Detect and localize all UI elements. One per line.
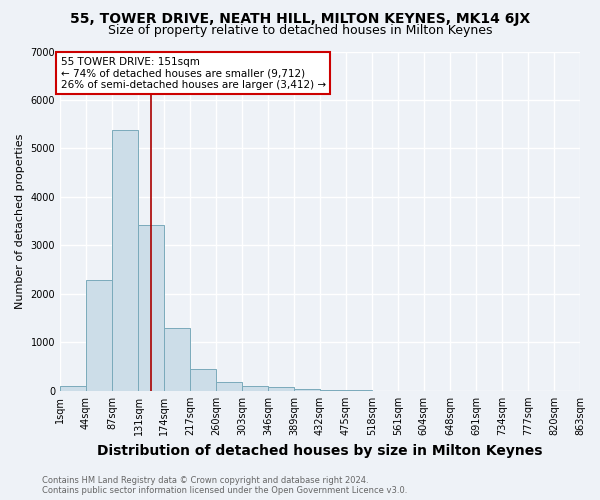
Y-axis label: Number of detached properties: Number of detached properties — [15, 134, 25, 309]
Bar — [242, 386, 268, 391]
Bar — [268, 388, 294, 391]
Bar — [294, 389, 320, 391]
X-axis label: Distribution of detached houses by size in Milton Keynes: Distribution of detached houses by size … — [97, 444, 543, 458]
Bar — [320, 390, 346, 391]
Bar — [112, 130, 139, 391]
Text: 55 TOWER DRIVE: 151sqm
← 74% of detached houses are smaller (9,712)
26% of semi-: 55 TOWER DRIVE: 151sqm ← 74% of detached… — [61, 56, 326, 90]
Text: Size of property relative to detached houses in Milton Keynes: Size of property relative to detached ho… — [108, 24, 492, 37]
Bar — [60, 386, 86, 391]
Bar — [86, 280, 112, 391]
Bar — [139, 224, 164, 391]
Bar — [164, 328, 190, 391]
Text: Contains HM Land Registry data © Crown copyright and database right 2024.
Contai: Contains HM Land Registry data © Crown c… — [42, 476, 407, 495]
Bar — [216, 382, 242, 391]
Bar — [190, 368, 216, 391]
Text: 55, TOWER DRIVE, NEATH HILL, MILTON KEYNES, MK14 6JX: 55, TOWER DRIVE, NEATH HILL, MILTON KEYN… — [70, 12, 530, 26]
